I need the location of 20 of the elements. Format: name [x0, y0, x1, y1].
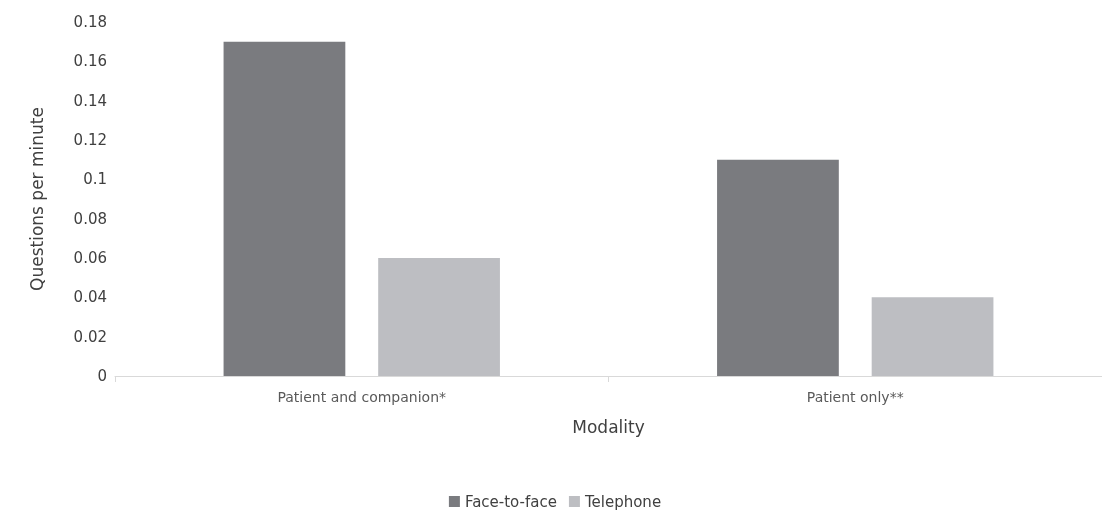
- bar: [223, 41, 346, 376]
- x-axis-title: Modality: [572, 416, 645, 437]
- y-tick-label: 0.14: [73, 91, 107, 110]
- y-tick-label: 0: [97, 367, 107, 385]
- y-tick-label: 0.02: [73, 327, 107, 346]
- y-tick-label: 0.08: [73, 209, 107, 228]
- y-tick-label: 0.18: [73, 13, 107, 31]
- bar: [717, 159, 839, 376]
- legend-label: Telephone: [583, 492, 662, 511]
- bar: [378, 258, 500, 376]
- y-axis-title: Questions per minute: [26, 107, 47, 291]
- y-tick-label: 0.16: [73, 52, 107, 71]
- x-tick-label: Patient and companion*: [277, 389, 447, 405]
- y-tick-label: 0.04: [73, 288, 107, 307]
- bar: [871, 297, 994, 376]
- y-tick-label: 0.06: [73, 249, 107, 267]
- legend-label: Face-to-face: [464, 492, 557, 511]
- y-tick-label: 0.12: [73, 131, 107, 149]
- x-tick-label: Patient only**: [806, 389, 904, 405]
- y-tick-label: 0.1: [83, 170, 107, 189]
